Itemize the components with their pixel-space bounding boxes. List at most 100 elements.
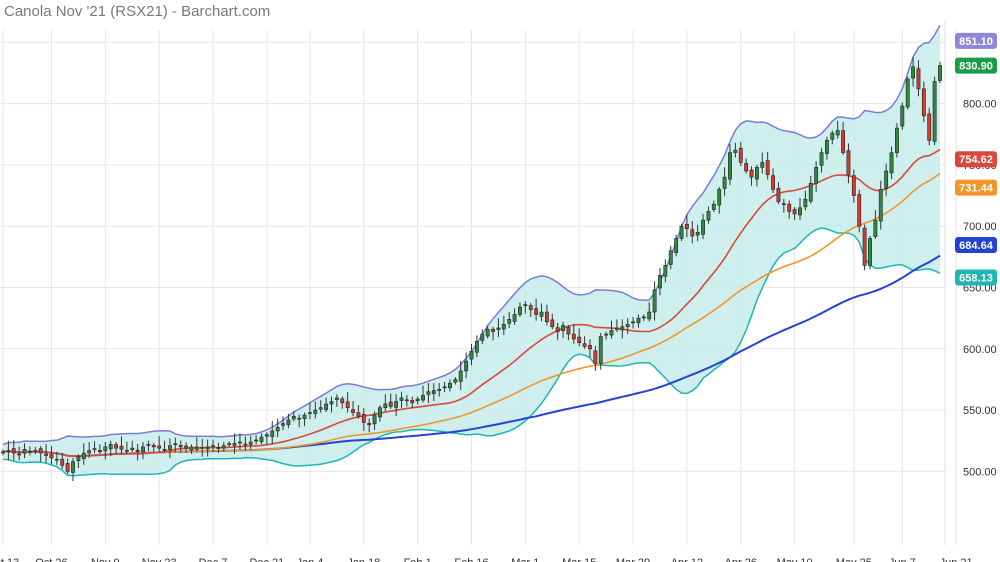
x-tick-label: Jan 18 [347,557,380,562]
candle-body [749,169,754,178]
candle-body [744,163,749,172]
candle-body [905,78,910,108]
candle-body [798,207,802,216]
candle-body [512,314,517,322]
candle-body [356,412,361,417]
candle-body [598,336,603,364]
x-axis: Oct 13 Oct 26 Nov 9 Nov 23 Dec 7 Dec 21 Jan 4 J… [0,557,1000,562]
x-tick-label: Dec 7 [199,557,228,562]
x-tick-label: Feb 1 [404,557,432,562]
candle-body [555,327,560,332]
candle-body [243,443,248,446]
candle-body [684,223,689,229]
candle-body [383,403,388,408]
x-tick-label: Oct 13 [0,557,19,562]
candle-body [846,150,851,175]
candle-body [927,113,932,141]
candle-body [496,327,501,330]
candle-body [54,458,59,461]
candle-body [464,360,469,372]
candle-body [33,450,38,453]
candle-body [631,321,635,324]
candle-body [938,65,942,81]
candle-body [286,419,291,425]
candle-body [501,323,506,330]
candle-body [824,140,829,154]
candle-body [281,423,285,426]
x-tick-label: Feb 16 [454,557,488,562]
candle-body [728,152,732,180]
chart-title: Canola Nov '21 (RSX21) - Barchart.com [4,3,270,20]
candle-body [577,336,582,343]
candle-body [544,311,549,323]
candle-body [108,444,113,450]
candle-body [663,265,668,277]
x-tick-label: May 10 [777,557,813,562]
x-tick-label: Nov 9 [91,557,120,562]
candle-body [668,250,673,265]
candle-body [550,319,555,328]
candle-body [291,415,296,420]
candle-body [571,333,576,340]
price-badge [955,151,997,168]
candle-body [442,386,447,389]
candle-body [372,414,377,425]
x-tick-label: Jun 21 [940,557,973,562]
candle-body [340,398,345,404]
candle-body [900,105,905,127]
candle-body [518,306,522,315]
x-tick-label: Dec 21 [249,557,284,562]
candle-body [259,436,264,443]
candle-body [868,238,872,266]
candle-body [776,188,781,202]
candle-body [92,448,97,450]
candle-body [857,194,862,227]
candle-body [232,442,237,446]
candle-body [205,446,210,450]
candle-body [636,317,641,324]
candle-body [873,219,878,237]
x-tick-label: Mar 15 [562,557,596,562]
candle-body [889,152,894,174]
candle-body [157,445,162,449]
candle-body [878,189,883,222]
x-tick-label: Mar 29 [616,557,650,562]
candle-body [119,445,124,450]
candle-body [216,447,221,449]
candle-body [98,450,102,453]
candle-body [754,167,759,180]
candle-body [324,403,329,410]
candle-body [124,450,129,452]
candle-body [426,391,431,395]
candle-body [334,397,339,400]
candle-body [604,333,609,336]
candle-body [647,311,652,320]
candle-body [803,198,808,208]
candle-body [135,449,140,453]
bollinger-fill [3,25,940,476]
candle-body [71,461,75,473]
candle-body [706,211,711,221]
candle-body [65,463,70,472]
candle-body [178,445,183,448]
x-tick-label: Oct 26 [35,557,67,562]
candle-body [582,343,587,347]
candle-body [658,274,662,289]
candle-body [916,68,921,90]
candle-body [103,446,108,452]
candle-body [701,219,705,235]
candle-body [415,398,420,402]
candle-body [792,209,797,215]
candle-body [620,326,625,331]
candle-body [275,426,280,432]
price-badge [955,269,997,286]
x-tick-label: Jul 5 [998,557,1000,562]
x-tick-label: Apr 12 [671,557,703,562]
candle-body [38,448,43,454]
candle-body [254,439,259,442]
candle-body [399,397,404,401]
candle-body [211,445,215,447]
candle-body [932,81,937,142]
